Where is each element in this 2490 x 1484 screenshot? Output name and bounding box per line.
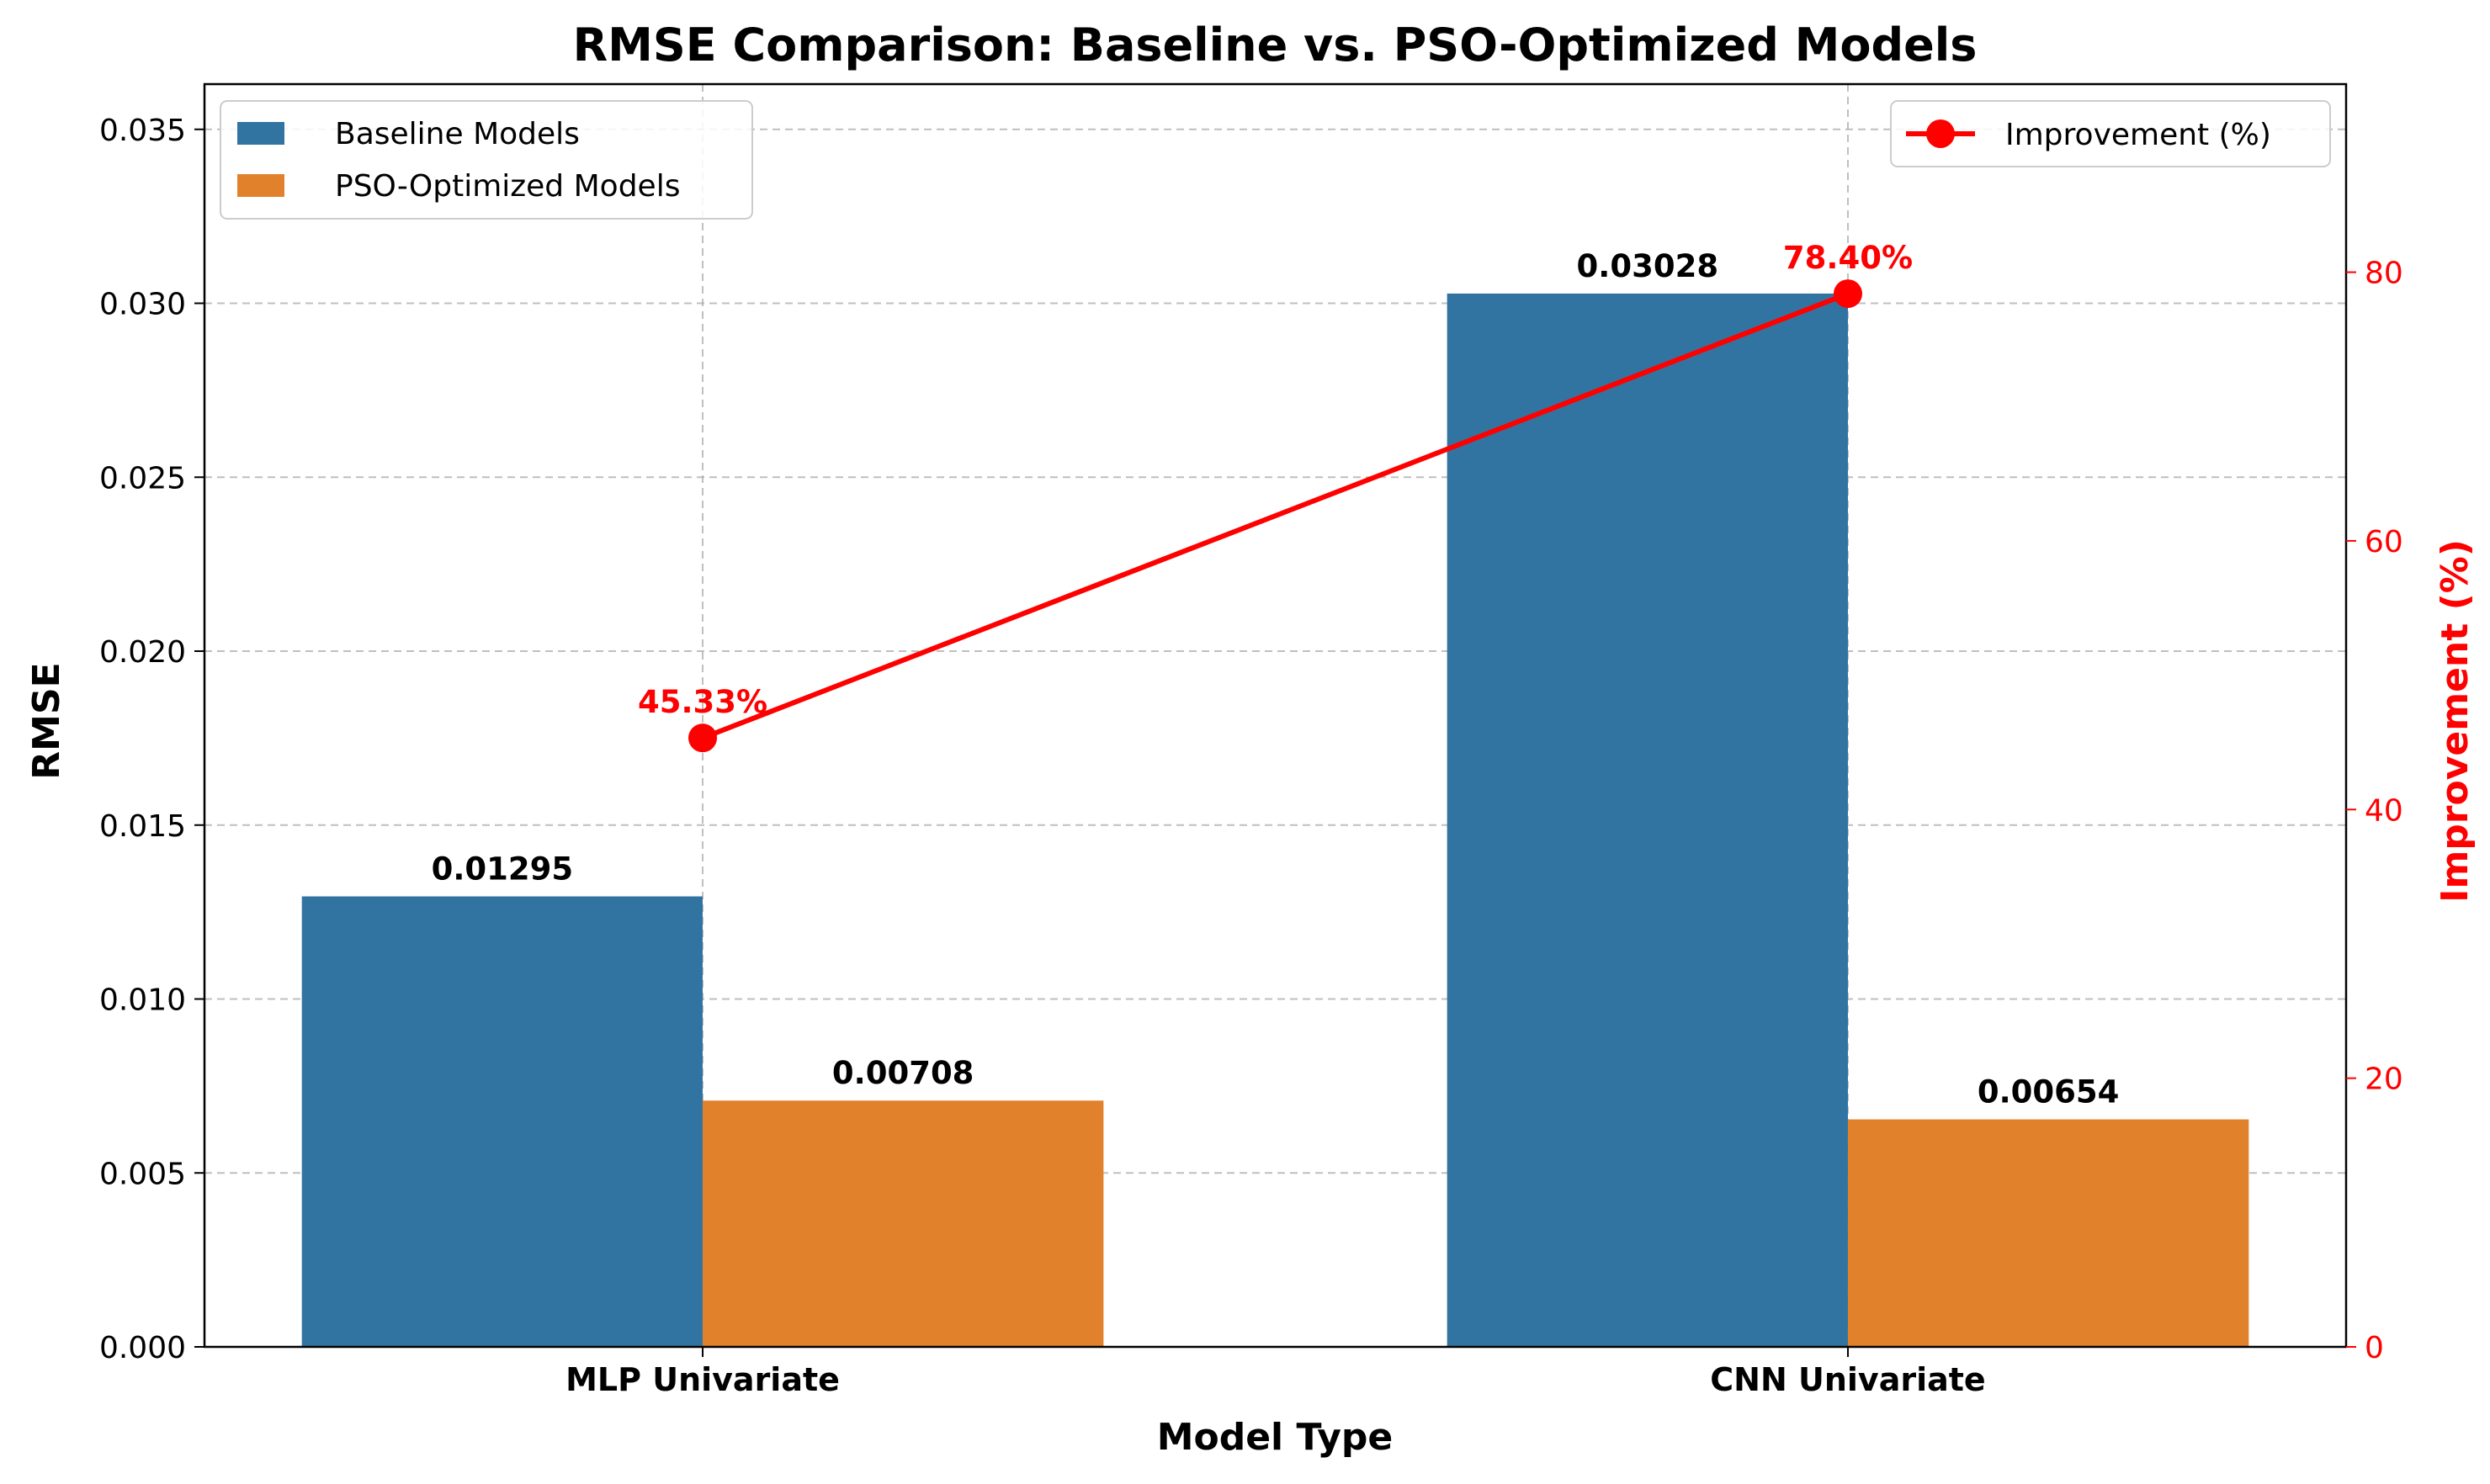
bar	[1447, 293, 1848, 1348]
y-tick-label: 0.020	[99, 635, 186, 670]
bar-value-label: 0.01295	[432, 851, 574, 888]
legend-label: Baseline Models	[335, 117, 580, 151]
y2-tick-label: 80	[2365, 257, 2403, 291]
improvement-point	[1833, 279, 1862, 309]
improvement-line-series: 45.33% 78.40%	[638, 240, 1913, 753]
x-tick-label: CNN Univariate	[1710, 1361, 1985, 1398]
y-axis-right-ticks: 0 20 40 60 80	[2346, 257, 2403, 1365]
bar-value-label: 0.00708	[832, 1055, 974, 1091]
chart-title: RMSE Comparison: Baseline vs. PSO-Optimi…	[573, 19, 1978, 72]
legend-bars: Baseline Models PSO-Optimized Models	[220, 100, 753, 220]
x-tick-label: MLP Univariate	[565, 1361, 840, 1398]
y-tick-label: 0.010	[99, 983, 186, 1018]
y-axis-left-ticks: 0.000 0.005 0.010 0.015 0.020 0.025 0.030 0.035	[99, 114, 204, 1365]
y-tick-label: 0.000	[99, 1331, 186, 1365]
bars	[301, 293, 2249, 1348]
x-axis-category-labels: MLP Univariate CNN Univariate	[565, 1347, 1986, 1398]
legend-label: Improvement (%)	[2005, 118, 2271, 152]
y2-tick-label: 60	[2365, 525, 2403, 559]
improvement-line	[701, 291, 1850, 740]
legend-swatch	[237, 174, 284, 197]
bar-value-label: 0.03028	[1577, 248, 1719, 284]
bar	[1847, 1119, 2249, 1347]
legend-box	[1890, 100, 2331, 167]
x-axis-title: Model Type	[1157, 1416, 1394, 1459]
bar-value-label: 0.00654	[1978, 1074, 2120, 1110]
legend-label: PSO-Optimized Models	[335, 169, 680, 204]
y-tick-label: 0.005	[99, 1157, 186, 1191]
legend-line: Improvement (%)	[1890, 100, 2331, 167]
bar-labels: 0.01295 0.03028 0.00708 0.00654	[432, 248, 2120, 1110]
y-tick-label: 0.015	[99, 809, 186, 844]
y-axis-title: RMSE	[25, 662, 68, 779]
y2-tick-label: 40	[2365, 793, 2403, 828]
axes	[203, 82, 2348, 1349]
legend-swatch	[237, 122, 284, 145]
improvement-value-label: 45.33%	[638, 684, 767, 720]
y-tick-label: 0.030	[99, 288, 186, 322]
y-tick-label: 0.025	[99, 461, 186, 496]
bar	[703, 1100, 1104, 1347]
improvement-point	[688, 723, 718, 753]
improvement-value-label: 78.40%	[1783, 240, 1913, 276]
plot-frame	[203, 82, 2348, 1349]
y2-axis-title: Improvement (%)	[2434, 539, 2477, 903]
y2-tick-label: 0	[2365, 1331, 2384, 1365]
y2-tick-label: 20	[2365, 1063, 2403, 1097]
bar	[301, 896, 703, 1347]
y-tick-label: 0.035	[99, 114, 186, 148]
legend-marker	[1926, 119, 1955, 148]
legend-box	[220, 100, 753, 220]
